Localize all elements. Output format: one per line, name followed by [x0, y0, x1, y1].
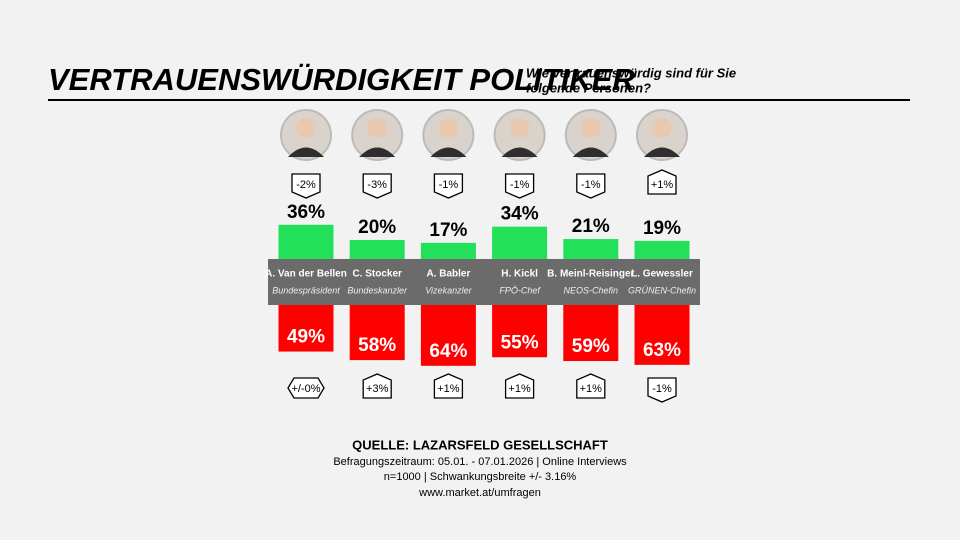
change-badge	[362, 173, 392, 199]
role-label: NEOS-Chefin	[564, 285, 619, 295]
bar-distrust	[634, 305, 690, 365]
bar-distrust	[349, 305, 405, 361]
change-badge	[433, 173, 464, 199]
value-label: 34%	[501, 204, 539, 225]
value-label: 19%	[643, 218, 681, 239]
subtitle: folgende Personen?	[526, 80, 651, 95]
value-label: 55%	[501, 332, 539, 353]
change-label: +1%	[580, 383, 603, 395]
note: n=1000 | Schwankungsbreite +/- 3.16%	[384, 471, 577, 483]
value-label: 36%	[287, 202, 325, 223]
change-badge	[647, 377, 677, 403]
bar-distrust	[278, 305, 334, 352]
category-label: L. Gewessler	[631, 269, 693, 280]
change-label: +/-0%	[291, 383, 320, 395]
portrait-body	[430, 147, 467, 157]
bar-distrust	[492, 305, 548, 358]
bar-distrust	[420, 305, 476, 366]
change-label: -1%	[652, 383, 672, 395]
value-label: 59%	[572, 336, 610, 357]
portrait-head	[296, 118, 316, 138]
value-label: 58%	[358, 335, 396, 356]
change-badge	[362, 373, 392, 399]
portrait-body	[288, 147, 324, 157]
bar-trust	[634, 240, 690, 259]
change-badge	[647, 169, 677, 195]
bar-trust	[563, 239, 619, 259]
change-label: +1%	[437, 383, 460, 395]
change-label: +3%	[366, 383, 389, 395]
portrait-body	[359, 147, 396, 157]
portrait-head	[509, 118, 530, 138]
bar-trust	[349, 240, 405, 259]
bar-trust	[278, 224, 334, 259]
value-label: 21%	[572, 216, 610, 237]
category-label: B. Meinl-Reisinger	[547, 269, 634, 280]
portrait-head	[652, 118, 672, 138]
change-label: -1%	[510, 179, 530, 191]
change-label: -1%	[439, 179, 459, 191]
note: www.market.at/umfragen	[418, 487, 541, 499]
change-badge	[433, 373, 464, 399]
role-label: FPÖ-Chef	[499, 285, 541, 295]
change-badge	[576, 373, 606, 399]
portrait-head	[438, 118, 459, 138]
portrait-head	[580, 118, 601, 138]
source: QUELLE: LAZARSFELD GESELLSCHAFT	[352, 437, 608, 452]
category-label: A. Van der Bellen	[265, 269, 347, 280]
bar-distrust	[563, 305, 619, 362]
bar-trust	[420, 242, 476, 259]
change-label: -1%	[581, 179, 601, 191]
role-label: GRÜNEN-Chefin	[628, 285, 696, 295]
bar-trust	[492, 226, 548, 259]
role-label: Bundespräsident	[272, 285, 340, 295]
change-label: +1%	[651, 179, 674, 191]
portrait-head	[367, 118, 388, 138]
portrait-body	[644, 147, 680, 157]
change-badge	[576, 173, 606, 199]
value-label: 64%	[429, 341, 467, 362]
category-label: A. Babler	[426, 269, 470, 280]
value-label: 20%	[358, 217, 396, 238]
value-label: 49%	[287, 327, 325, 348]
category-label: H. Kickl	[501, 269, 538, 280]
change-label: -3%	[367, 179, 387, 191]
change-badge	[504, 173, 535, 199]
subtitle: Wie vertrauenswürdig sind für Sie	[526, 65, 736, 80]
role-label: Vizekanzler	[425, 285, 472, 295]
role-label: Bundeskanzler	[347, 285, 408, 295]
change-badge	[287, 377, 325, 399]
change-label: +1%	[508, 383, 531, 395]
name-band	[268, 259, 700, 305]
portrait-body	[501, 147, 538, 157]
category-label: C. Stocker	[352, 269, 402, 280]
value-label: 63%	[643, 340, 681, 361]
change-label: -2%	[296, 179, 316, 191]
value-label: 17%	[429, 220, 467, 241]
change-badge	[504, 373, 535, 399]
title: VERTRAUENSWÜRDIGKEIT POLITIKER	[48, 62, 635, 97]
change-badge	[291, 173, 321, 199]
note: Befragungszeitraum: 05.01. - 07.01.2026 …	[333, 456, 627, 468]
portrait-body	[572, 147, 609, 157]
